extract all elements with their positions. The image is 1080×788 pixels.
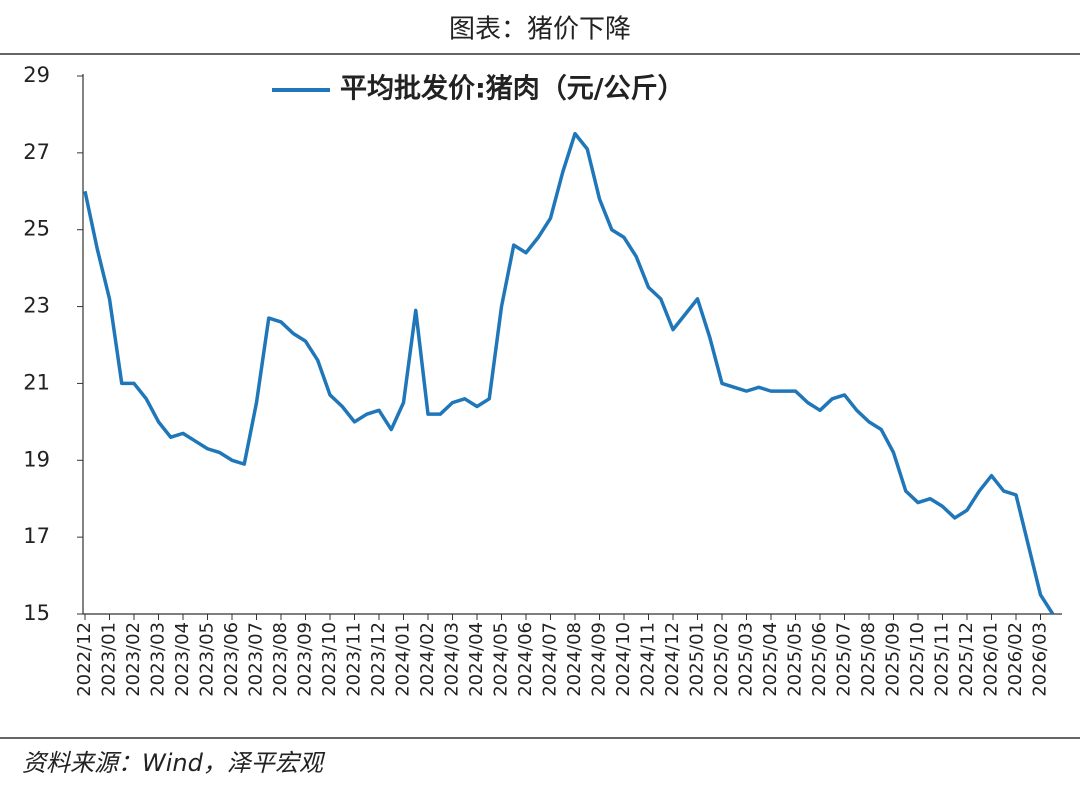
x-tick-label: 2026/01 <box>981 622 1002 697</box>
x-tick-label: 2025/03 <box>736 622 757 697</box>
x-tick-label: 2023/10 <box>319 622 340 697</box>
legend-label: 平均批发价:猪肉（元/公斤） <box>340 73 685 105</box>
x-tick-label: 2023/01 <box>99 622 120 697</box>
x-tick-label: 2025/06 <box>809 622 830 697</box>
source-note: 资料来源：Wind，泽平宏观 <box>22 749 326 777</box>
x-tick-label: 2026/02 <box>1005 622 1026 697</box>
x-tick-label: 2025/02 <box>711 622 732 697</box>
y-tick-label: 21 <box>23 370 50 394</box>
x-tick-label: 2023/03 <box>148 622 169 697</box>
y-tick-label: 25 <box>23 217 50 241</box>
x-tick-label: 2024/05 <box>491 622 512 697</box>
y-tick-label: 29 <box>23 63 50 87</box>
x-tick-label: 2023/05 <box>197 622 218 697</box>
x-tick-label: 2024/07 <box>540 622 561 697</box>
x-tick-label: 2023/07 <box>246 622 267 697</box>
x-tick-label: 2022/12 <box>74 622 95 697</box>
x-tick-label: 2025/09 <box>883 622 904 697</box>
x-tick-label: 2023/06 <box>221 622 242 697</box>
x-tick-label: 2025/04 <box>760 622 781 697</box>
y-tick-label: 19 <box>23 447 50 471</box>
x-tick-label: 2024/12 <box>662 622 683 697</box>
y-tick-label: 17 <box>23 524 50 548</box>
x-tick-label: 2024/02 <box>417 622 438 697</box>
x-tick-label: 2024/08 <box>564 622 585 697</box>
x-tick-label: 2024/10 <box>613 622 634 697</box>
x-tick-label: 2023/02 <box>123 622 144 697</box>
chart-title: 图表：猪价下降 <box>449 15 631 45</box>
x-tick-label: 2024/03 <box>442 622 463 697</box>
x-tick-label: 2024/11 <box>638 622 659 697</box>
x-tick-label: 2025/07 <box>834 622 855 697</box>
x-tick-label: 2023/11 <box>344 622 365 697</box>
x-tick-label: 2025/05 <box>785 622 806 697</box>
y-tick-label: 27 <box>23 140 50 164</box>
x-tick-label: 2023/09 <box>295 622 316 697</box>
x-tick-label: 2023/08 <box>270 622 291 697</box>
series-line <box>83 131 1055 615</box>
y-tick-label: 23 <box>23 294 50 318</box>
x-tick-label: 2024/06 <box>515 622 536 697</box>
x-tick-label: 2025/12 <box>956 622 977 697</box>
x-tick-label: 2024/04 <box>466 622 487 697</box>
x-tick-label: 2024/01 <box>393 622 414 697</box>
x-tick-label: 2025/11 <box>932 622 953 697</box>
x-tick-label: 2025/01 <box>687 622 708 697</box>
x-tick-label: 2026/03 <box>1030 622 1051 697</box>
y-tick-label: 15 <box>23 601 50 625</box>
x-tick-label: 2023/04 <box>172 622 193 697</box>
x-tick-label: 2024/09 <box>589 622 610 697</box>
x-tick-label: 2023/12 <box>368 622 389 697</box>
x-tick-label: 2025/10 <box>907 622 928 697</box>
x-tick-label: 2025/08 <box>858 622 879 697</box>
